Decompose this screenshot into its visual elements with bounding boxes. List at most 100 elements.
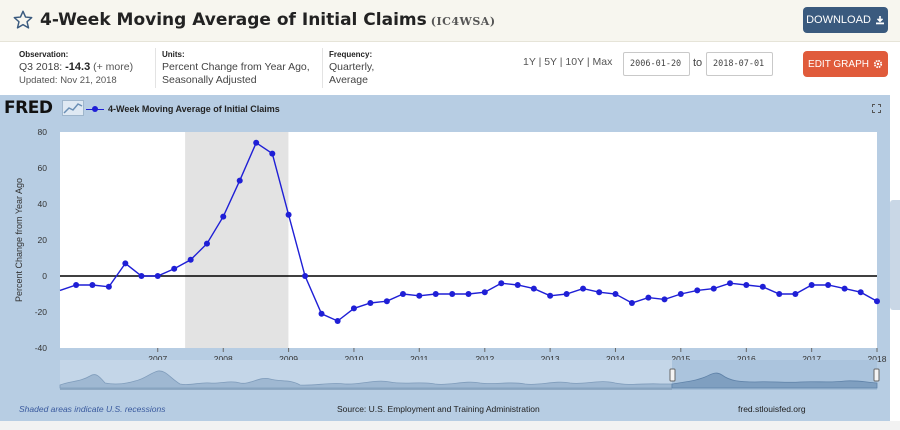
data-point[interactable] [302, 273, 309, 279]
data-point[interactable] [612, 291, 619, 297]
data-point[interactable] [498, 280, 505, 287]
source-text: Source: U.S. Employment and Training Adm… [337, 404, 540, 414]
data-point[interactable] [432, 291, 439, 297]
units-line-1: Percent Change from Year Ago, [162, 61, 310, 73]
data-point[interactable] [236, 177, 243, 184]
observation-block: Observation: Q3 2018: -14.3 (+ more) Upd… [19, 48, 133, 87]
data-point[interactable] [138, 273, 145, 279]
data-point[interactable] [220, 213, 227, 220]
date-from-input[interactable]: 2006-01-20 [623, 52, 690, 76]
navigator-sparkline-selected [671, 372, 878, 389]
download-icon [875, 16, 884, 25]
data-point[interactable] [841, 285, 848, 292]
fred-chart-icon [62, 100, 84, 116]
y-tick-label: 20 [38, 235, 48, 245]
data-point[interactable] [547, 292, 554, 299]
navigator-baseline [60, 388, 877, 390]
recession-shading [185, 132, 289, 348]
data-point[interactable] [727, 280, 734, 287]
data-point[interactable] [269, 150, 276, 157]
data-point[interactable] [171, 265, 178, 272]
frequency-line-2: Average [329, 74, 368, 86]
data-point[interactable] [645, 294, 652, 301]
data-point[interactable] [514, 282, 521, 288]
data-point[interactable] [808, 282, 815, 288]
site-link[interactable]: fred.stlouisfed.org [738, 404, 806, 414]
data-point[interactable] [825, 282, 832, 288]
data-point[interactable] [759, 283, 766, 290]
data-point[interactable] [628, 300, 635, 306]
data-point[interactable] [350, 305, 357, 312]
x-tick-label: 2016 [737, 354, 756, 364]
data-point[interactable] [530, 285, 537, 292]
data-point[interactable] [383, 298, 390, 305]
data-point[interactable] [318, 310, 325, 317]
edit-graph-button[interactable]: EDIT GRAPH [803, 51, 888, 77]
series-metadata: Observation: Q3 2018: -14.3 (+ more) Upd… [0, 42, 900, 95]
side-panel-tab[interactable] [890, 200, 900, 310]
x-tick-label: 2012 [475, 354, 494, 364]
series-id: (IC4WSA) [430, 15, 496, 28]
legend-label: 4-Week Moving Average of Initial Claims [108, 104, 280, 114]
x-tick-label: 2011 [410, 354, 429, 364]
data-point[interactable] [203, 240, 210, 247]
x-tick-label: 2010 [344, 354, 363, 364]
date-to-label: to [693, 57, 703, 69]
data-point[interactable] [481, 289, 488, 296]
x-tick-label: 2008 [214, 354, 233, 364]
y-tick-label: 60 [38, 163, 48, 173]
data-point[interactable] [285, 211, 292, 218]
data-point[interactable] [465, 291, 472, 297]
expand-icon[interactable] [872, 104, 881, 113]
chart-panel: FRED 4-Week Moving Average of Initial Cl… [0, 95, 890, 421]
data-point[interactable] [677, 291, 684, 297]
data-point[interactable] [792, 291, 799, 297]
range-links[interactable]: 1Y | 5Y | 10Y | Max [523, 56, 613, 68]
observation-period: Q3 2018: [19, 61, 63, 73]
star-icon[interactable] [12, 9, 34, 31]
fred-logo: FRED [4, 98, 53, 118]
download-label: DOWNLOAD [806, 14, 871, 26]
data-point[interactable] [661, 296, 668, 303]
data-point[interactable] [563, 291, 570, 297]
y-tick-label: -20 [35, 307, 48, 317]
navigator-right-handle[interactable] [873, 368, 880, 382]
data-point[interactable] [122, 260, 129, 267]
data-point[interactable] [416, 292, 423, 299]
data-point[interactable] [580, 285, 587, 292]
divider [322, 48, 323, 88]
data-point[interactable] [710, 285, 717, 292]
data-point[interactable] [187, 256, 194, 263]
data-point[interactable] [253, 139, 260, 146]
x-tick-label: 2009 [279, 354, 298, 364]
data-point[interactable] [399, 291, 406, 297]
x-tick-label: 2013 [541, 354, 560, 364]
data-point[interactable] [694, 287, 701, 294]
plot-area [60, 132, 877, 348]
data-point[interactable] [874, 298, 880, 305]
gear-icon [873, 59, 883, 69]
data-point[interactable] [334, 318, 341, 324]
data-point[interactable] [776, 291, 783, 297]
data-point[interactable] [743, 282, 750, 288]
observation-more-link[interactable]: (+ more) [93, 61, 134, 73]
navigator-left-handle[interactable] [669, 368, 676, 382]
y-axis-label: Percent Change from Year Ago [14, 178, 24, 302]
y-tick-label: 40 [38, 199, 48, 209]
download-button[interactable]: DOWNLOAD [803, 7, 888, 33]
data-point[interactable] [105, 283, 112, 290]
data-point[interactable] [596, 289, 603, 296]
series-title-text: 4-Week Moving Average of Initial Claims [40, 10, 427, 30]
divider [155, 48, 156, 88]
y-tick-label: 0 [42, 271, 47, 281]
date-to-input[interactable]: 2018-07-01 [706, 52, 773, 76]
data-point[interactable] [449, 291, 456, 297]
data-point[interactable] [367, 300, 374, 306]
data-point[interactable] [154, 273, 161, 279]
data-point[interactable] [89, 282, 96, 288]
edit-graph-label: EDIT GRAPH [808, 58, 869, 70]
data-point[interactable] [73, 282, 80, 288]
data-point[interactable] [857, 289, 864, 296]
x-tick-label: 2017 [802, 354, 821, 364]
updated-date: Updated: Nov 21, 2018 [19, 75, 117, 86]
